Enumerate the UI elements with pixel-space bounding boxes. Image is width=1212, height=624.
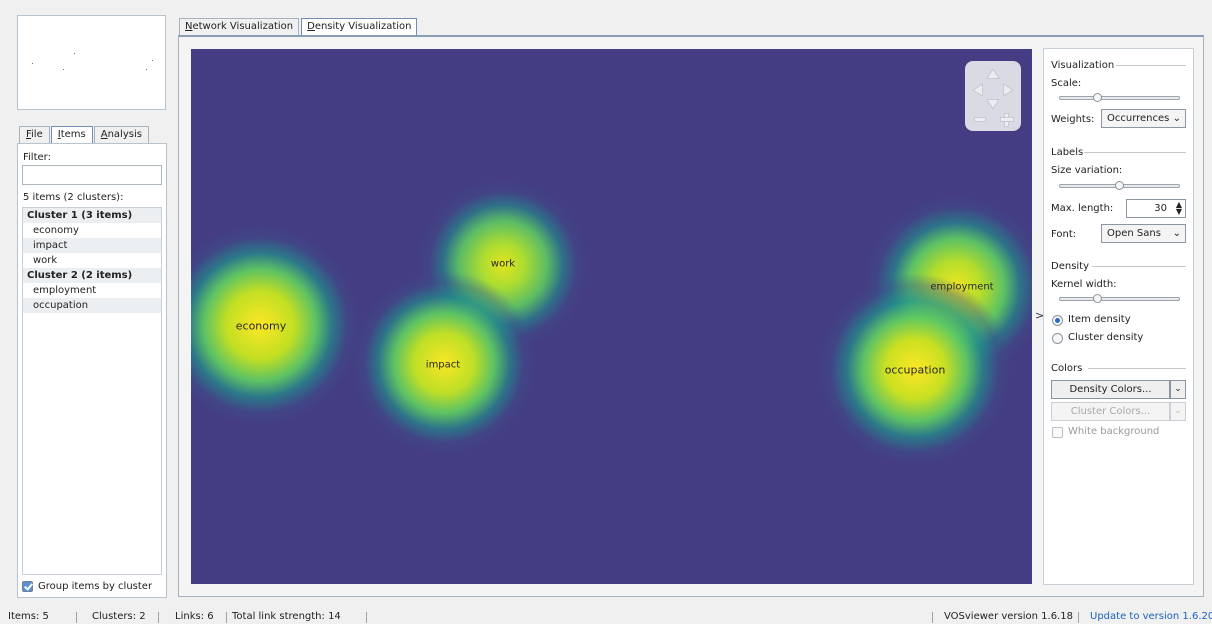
update-link[interactable]: Update to version 1.6.20: [1090, 611, 1212, 622]
overview-dot: [152, 60, 153, 61]
status-separator: [932, 612, 933, 623]
section-title-labels: Labels: [1051, 147, 1084, 158]
map-label-impact[interactable]: impact: [425, 359, 461, 371]
cluster-density-radio[interactable]: [1052, 333, 1063, 344]
white-background-label: White background: [1068, 426, 1160, 437]
status-version: VOSviewer version 1.6.18: [944, 611, 1073, 622]
item-list[interactable]: Cluster 1 (3 items) economy impact work …: [22, 207, 162, 575]
size-variation-slider[interactable]: [1059, 181, 1180, 190]
visualization-tabbar: Network Visualization Density Visualizat…: [179, 18, 419, 36]
pan-left-icon[interactable]: [972, 83, 983, 97]
scale-slider-thumb[interactable]: [1093, 93, 1102, 102]
cluster-row[interactable]: Cluster 1 (3 items): [23, 208, 161, 223]
map-label-economy[interactable]: economy: [235, 319, 287, 333]
cluster-colors-button: Cluster Colors...: [1051, 402, 1170, 421]
scale-slider[interactable]: [1059, 93, 1180, 102]
list-item[interactable]: economy: [33, 225, 79, 236]
status-separator: [366, 612, 367, 623]
density-colors-button[interactable]: Density Colors...: [1051, 380, 1170, 399]
status-total-link-strength: Total link strength: 14: [232, 611, 341, 622]
pan-right-icon[interactable]: [1003, 83, 1014, 97]
status-clusters: Clusters: 2: [92, 611, 146, 622]
weights-label: Weights:: [1051, 114, 1095, 125]
list-item[interactable]: impact: [23, 238, 161, 253]
section-title-visualization: Visualization: [1051, 60, 1115, 71]
filter-label: Filter:: [23, 152, 51, 163]
tab-network-visualization[interactable]: Network Visualization: [179, 18, 300, 36]
size-variation-label: Size variation:: [1051, 165, 1123, 176]
size-variation-slider-thumb[interactable]: [1115, 181, 1124, 190]
kernel-width-slider[interactable]: [1059, 294, 1180, 303]
status-items: Items: 5: [8, 611, 49, 622]
pan-up-icon[interactable]: [986, 68, 1000, 79]
tab-file[interactable]: File: [19, 126, 50, 143]
cluster-density-label: Cluster density: [1068, 332, 1144, 343]
white-background-checkbox: [1052, 427, 1063, 438]
kernel-width-slider-thumb[interactable]: [1093, 294, 1102, 303]
group-by-cluster-row[interactable]: Group items by cluster: [22, 581, 152, 592]
section-title-density: Density: [1051, 261, 1090, 272]
navigation-widget: [965, 61, 1021, 131]
spinner-icon[interactable]: ▲ ▼: [1175, 200, 1182, 216]
overview-dot: [63, 69, 64, 70]
map-label-occupation[interactable]: occupation: [884, 363, 946, 377]
section-divider: [1088, 368, 1186, 369]
list-item[interactable]: work: [33, 255, 58, 266]
density-colors-dropdown[interactable]: ⌄: [1170, 380, 1186, 399]
font-label: Font:: [1051, 229, 1077, 240]
status-bar: Items: 5 Clusters: 2 Links: 6 Total link…: [0, 611, 1212, 624]
group-by-cluster-checkbox[interactable]: [22, 581, 33, 592]
status-separator: [1078, 612, 1079, 623]
left-tabbar: File Items Analysis: [19, 126, 150, 144]
cluster-row[interactable]: Cluster 2 (2 items): [23, 268, 161, 283]
overview-dot: [146, 69, 147, 70]
overview-dot: [32, 63, 33, 64]
scale-label: Scale:: [1051, 78, 1082, 89]
map-label-work[interactable]: work: [490, 258, 516, 270]
chevron-down-icon: ⌄: [1174, 406, 1182, 416]
group-by-cluster-label: Group items by cluster: [38, 581, 153, 592]
status-links: Links: 6: [175, 611, 214, 622]
collapse-panel-button[interactable]: >: [1035, 309, 1045, 322]
chevron-down-icon: ⌄: [1172, 113, 1181, 124]
section-divider: [1116, 65, 1186, 66]
status-separator: [158, 612, 159, 623]
items-count: 5 items (2 clusters):: [23, 192, 124, 203]
chevron-down-icon: ⌄: [1172, 228, 1181, 239]
chevron-down-icon: ⌄: [1174, 384, 1182, 394]
density-map[interactable]: economy impact work employment occupatio…: [191, 49, 1032, 584]
kernel-width-label: Kernel width:: [1051, 279, 1117, 290]
list-item[interactable]: occupation: [23, 298, 161, 313]
tab-analysis[interactable]: Analysis: [93, 126, 149, 143]
options-panel: Visualization Scale: Weights: Occurrence…: [1043, 48, 1194, 585]
section-divider: [1092, 266, 1186, 267]
item-density-label: Item density: [1068, 314, 1131, 325]
status-separator: [76, 612, 77, 623]
zoom-in-icon[interactable]: [1000, 113, 1014, 127]
list-item[interactable]: employment: [33, 285, 97, 296]
map-label-employment[interactable]: employment: [930, 281, 994, 293]
status-separator: [226, 612, 227, 623]
tab-density-visualization[interactable]: Density Visualization: [301, 18, 418, 36]
overview-dot: [74, 53, 75, 54]
item-density-radio[interactable]: [1052, 315, 1063, 326]
filter-input[interactable]: [22, 165, 162, 185]
zoom-out-icon[interactable]: [974, 117, 986, 122]
items-panel: Filter: 5 items (2 clusters): Cluster 1 …: [17, 143, 167, 598]
pan-down-icon[interactable]: [986, 99, 1000, 110]
max-length-label: Max. length:: [1051, 203, 1114, 214]
weights-select[interactable]: Occurrences ⌄: [1101, 109, 1186, 128]
font-select[interactable]: Open Sans ⌄: [1101, 224, 1186, 243]
max-length-input[interactable]: 30 ▲ ▼: [1126, 199, 1186, 218]
cluster-colors-dropdown: ⌄: [1170, 402, 1186, 421]
section-title-colors: Colors: [1051, 363, 1083, 374]
section-divider: [1084, 152, 1186, 153]
tab-items[interactable]: Items: [50, 126, 93, 144]
overview-map[interactable]: [17, 15, 166, 110]
